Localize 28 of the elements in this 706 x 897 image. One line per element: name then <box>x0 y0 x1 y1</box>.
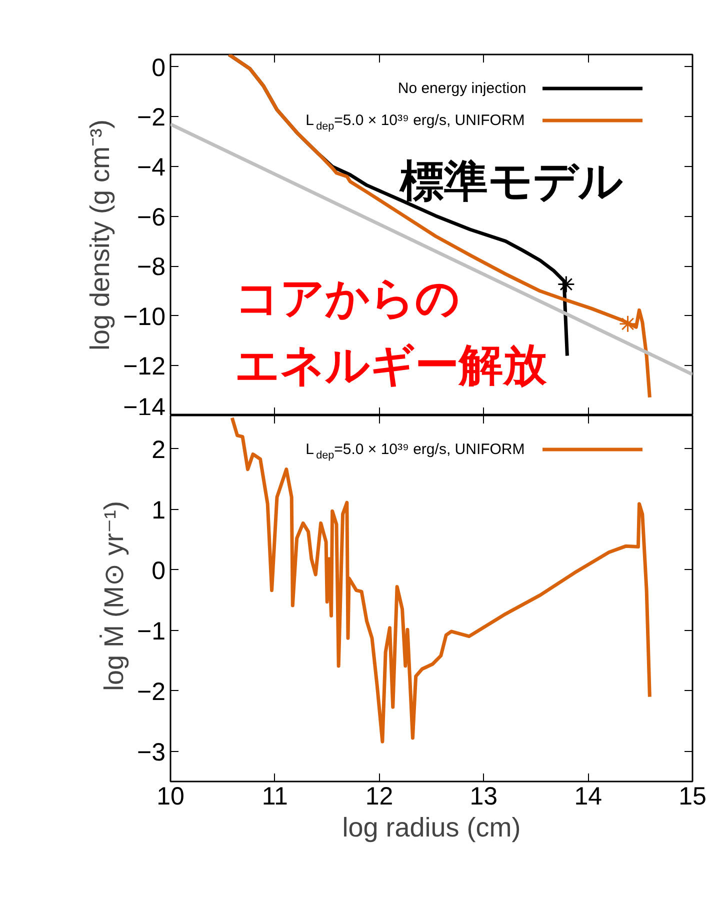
y-axis-title: log Ṁ (M⊙ yr⁻¹) <box>98 501 129 691</box>
y-tick-label: −12 <box>123 352 166 381</box>
annotation: エネルギー解放 <box>235 341 548 390</box>
y-tick-label: −1 <box>136 617 166 646</box>
x-tick-label: 13 <box>470 782 498 810</box>
y-tick-label: 2 <box>152 436 166 464</box>
x-tick-label: 15 <box>678 782 706 810</box>
y-tick-label: −2 <box>136 678 166 706</box>
annotation: コアからの <box>235 274 460 323</box>
y-tick-label: 0 <box>152 556 166 585</box>
y-tick-label: −4 <box>136 154 166 182</box>
y-axis-title: log density (g cm⁻³) <box>85 119 116 351</box>
y-tick-label: −10 <box>123 302 166 331</box>
annotation: 標準モデル <box>399 156 624 206</box>
line-series <box>230 416 652 744</box>
x-tick-label: 12 <box>365 782 394 810</box>
y-tick-label: 0 <box>152 54 166 82</box>
x-axis-title: log radius (cm) <box>342 812 521 842</box>
y-tick-label: −2 <box>136 104 166 132</box>
y-tick-label: −6 <box>136 203 166 232</box>
y-tick-label: −3 <box>136 738 166 766</box>
x-tick-label: 14 <box>574 782 602 810</box>
legend-label: No energy injection <box>398 80 526 97</box>
y-tick-label: −8 <box>136 253 166 282</box>
y-tick-label: 1 <box>152 496 166 524</box>
line-series <box>227 54 652 400</box>
x-tick-label: 10 <box>156 782 184 810</box>
x-tick-label: 11 <box>262 782 288 810</box>
